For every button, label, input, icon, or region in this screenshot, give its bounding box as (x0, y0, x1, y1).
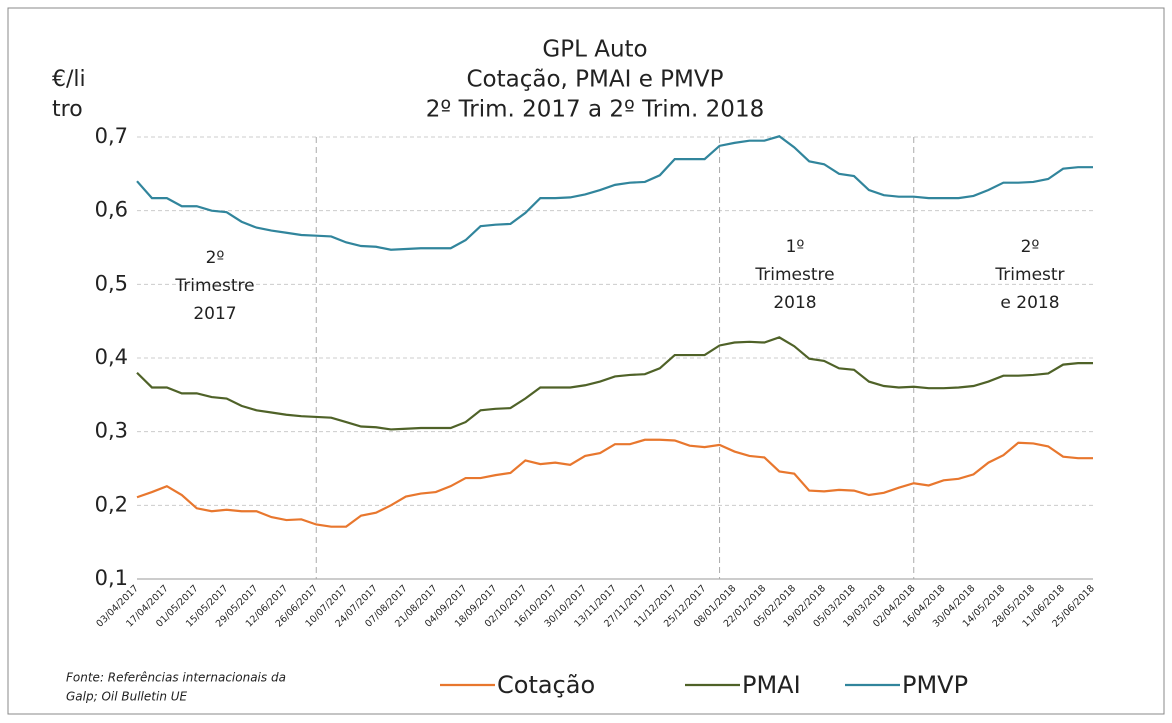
legend-label: PMAI (742, 671, 801, 699)
annotation: 2017 (193, 304, 236, 324)
chart-title: Cotação, PMAI e PMVP (467, 67, 724, 93)
y-tick-label: 0,7 (95, 124, 128, 148)
y-axis-label: €/li (52, 67, 86, 92)
series-line (136, 135, 1093, 251)
y-tick-label: 0,4 (95, 345, 128, 369)
series-line (136, 336, 1093, 431)
chart-title: GPL Auto (542, 37, 647, 63)
y-axis-label: tro (52, 97, 83, 122)
annotation: 2018 (773, 293, 816, 313)
y-tick-label: 0,1 (95, 566, 128, 590)
annotation: Trimestr (994, 265, 1064, 285)
annotation: 2º (206, 248, 225, 268)
series-line (136, 438, 1093, 528)
y-tick-label: 0,5 (95, 271, 128, 295)
annotation: e 2018 (1000, 293, 1059, 313)
legend-label: Cotação (497, 671, 595, 699)
annotation: 1º (786, 237, 805, 257)
y-tick-label: 0,3 (95, 419, 128, 443)
annotation: Trimestre (754, 265, 834, 285)
chart-title: 2º Trim. 2017 a 2º Trim. 2018 (426, 97, 764, 123)
frame (7, 7, 1165, 715)
source-note: Galp; Oil Bulletin UE (66, 690, 188, 704)
legend-label: PMVP (902, 671, 968, 699)
y-tick-label: 0,6 (95, 198, 128, 222)
source-note: Fonte: Referências internacionais da (66, 671, 286, 685)
annotation: 2º (1021, 237, 1040, 257)
annotation: Trimestre (174, 276, 254, 296)
y-tick-label: 0,2 (95, 492, 128, 516)
